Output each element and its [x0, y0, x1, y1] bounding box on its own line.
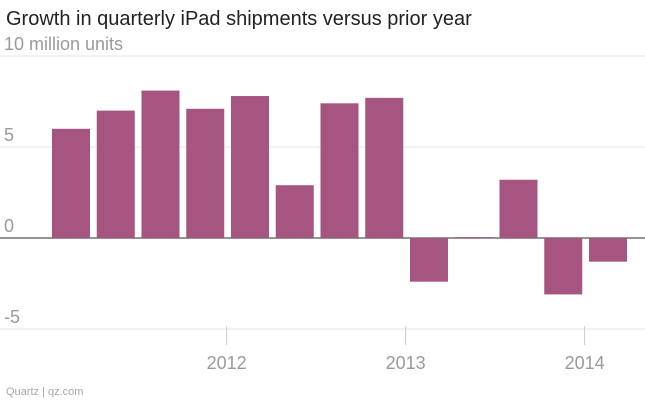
- y-tick-label: -5: [4, 307, 20, 327]
- y-tick-label: 5: [4, 125, 14, 145]
- source-credit: Quartz | qz.com: [6, 386, 84, 398]
- chart-title: Growth in quarterly iPad shipments versu…: [6, 8, 472, 30]
- x-tick-label: 2012: [207, 353, 247, 373]
- bar: [231, 96, 269, 238]
- bar: [589, 238, 627, 262]
- axes: 10 million units 5 0 -5 2012 2013 2014: [4, 34, 605, 373]
- bars: [52, 90, 627, 295]
- bar: [141, 90, 180, 238]
- y-tick-label: 10 million units: [4, 34, 123, 54]
- bar: [186, 108, 225, 238]
- bar: [410, 238, 448, 282]
- bar: [365, 97, 404, 238]
- x-tick-label: 2014: [565, 353, 605, 373]
- bar: [499, 179, 538, 238]
- bar: [275, 185, 314, 238]
- x-tick-label: 2013: [386, 353, 426, 373]
- bar: [320, 103, 359, 238]
- bar: [454, 237, 493, 239]
- bar: [96, 110, 135, 238]
- bar: [544, 238, 583, 295]
- bar: [52, 128, 90, 238]
- y-tick-label: 0: [4, 216, 14, 236]
